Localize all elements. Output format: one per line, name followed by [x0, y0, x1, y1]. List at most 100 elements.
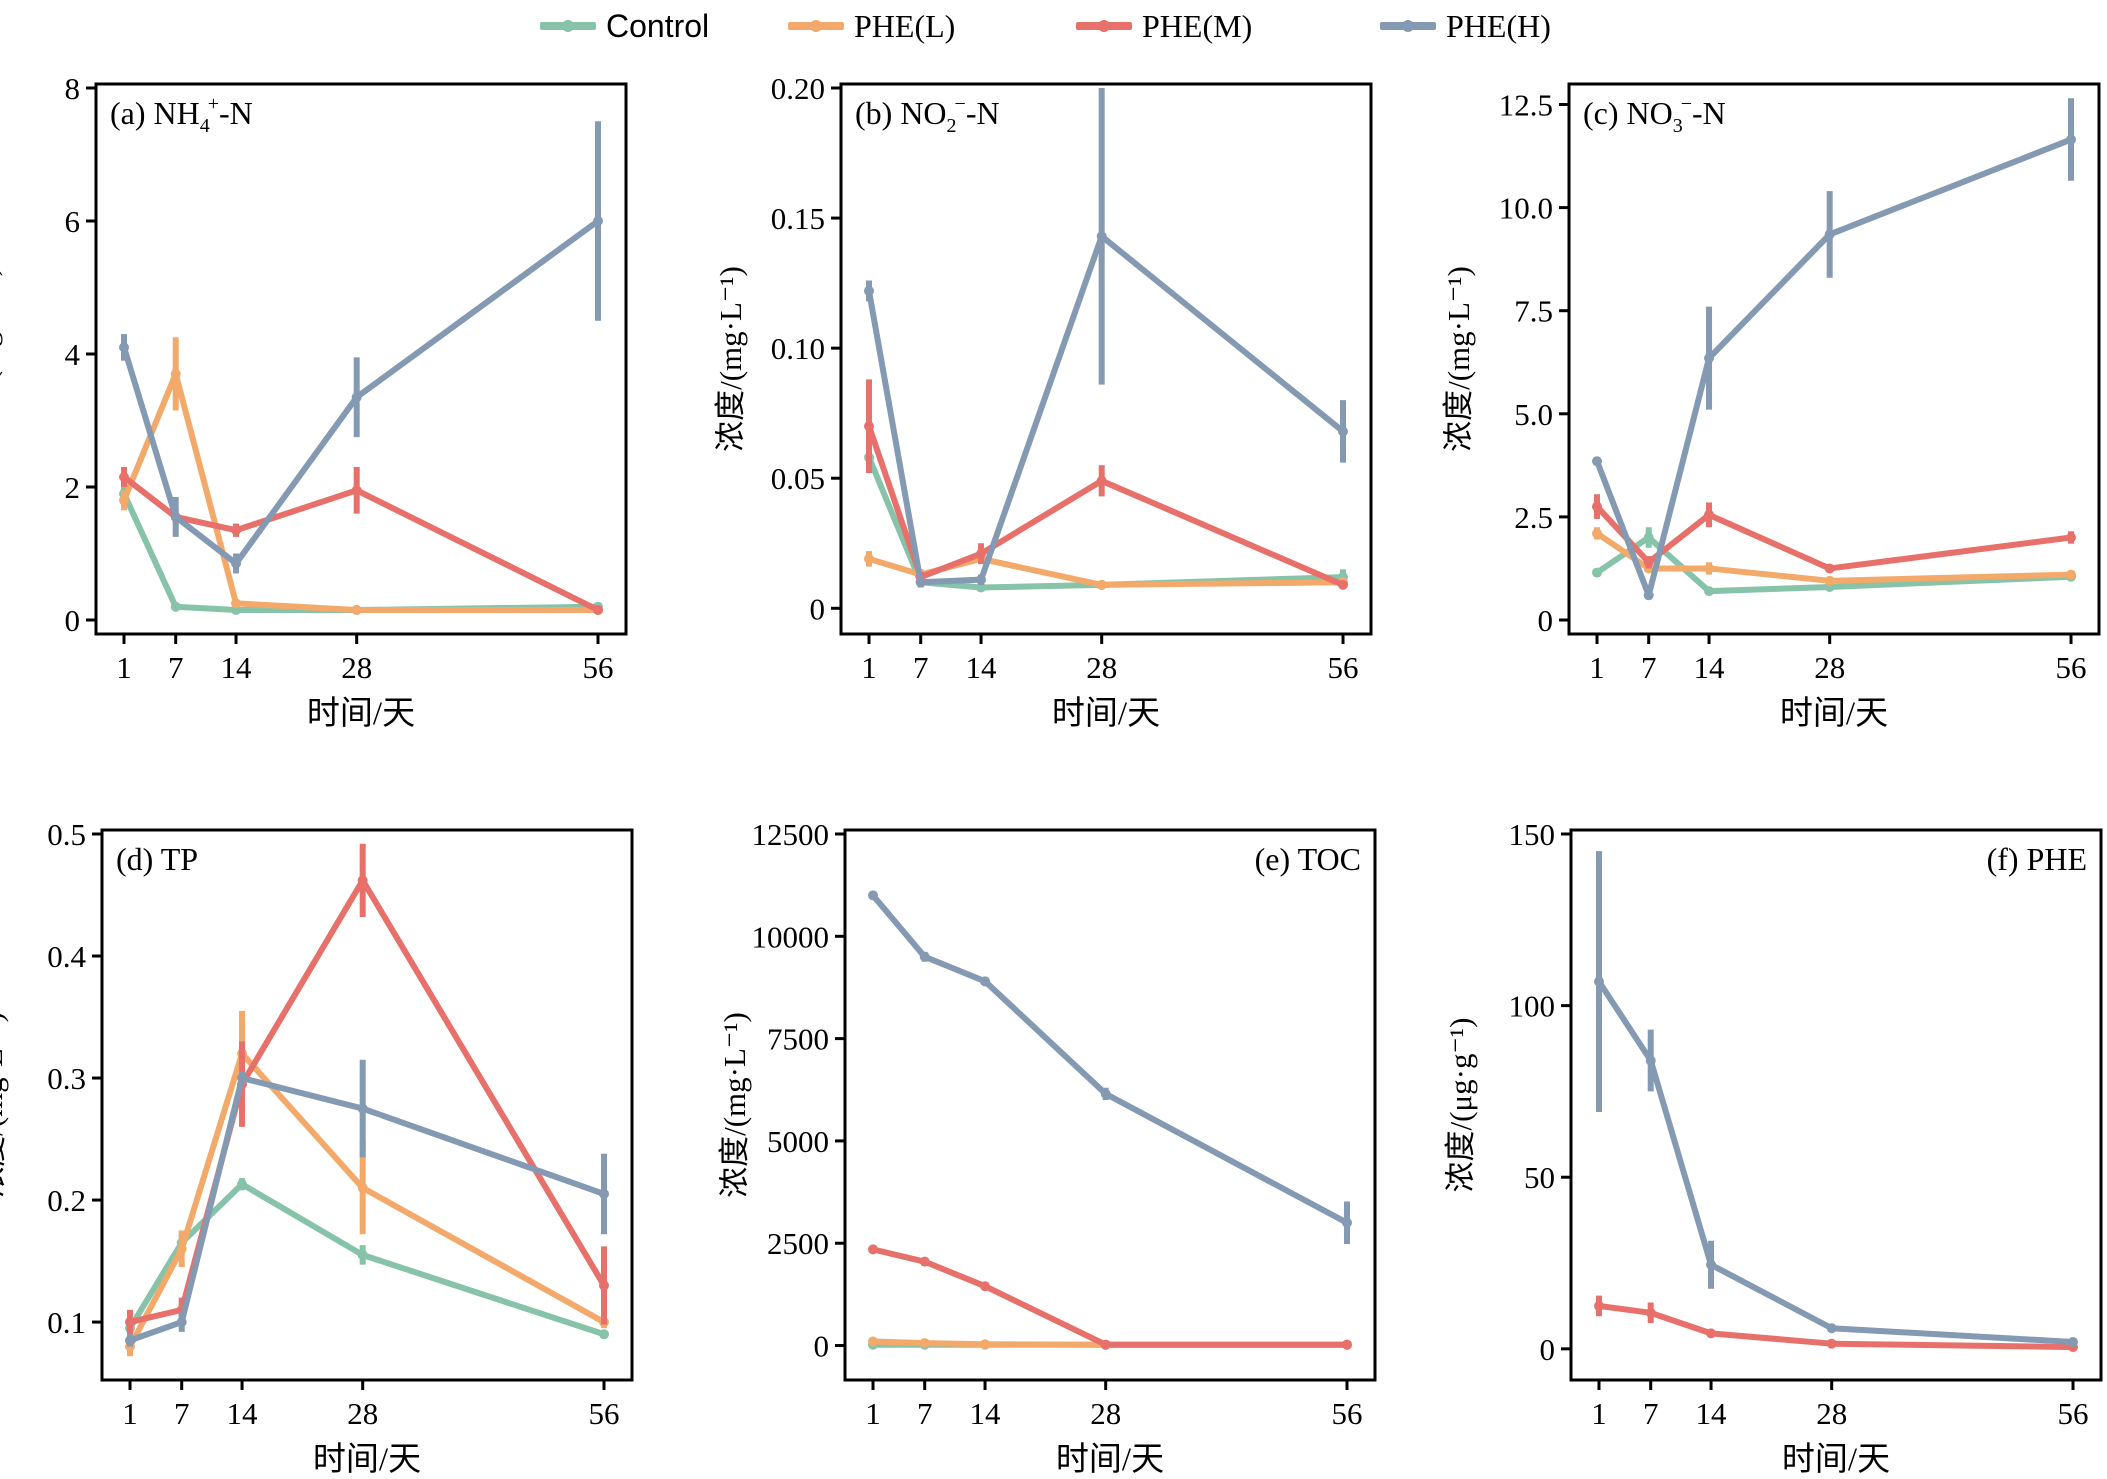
legend-label-phe-l: PHE(L) — [854, 7, 956, 44]
data-point — [2066, 134, 2076, 145]
data-point — [1706, 1328, 1717, 1339]
data-point — [868, 890, 878, 901]
legend-item-phe-l: PHE(L) — [788, 4, 955, 48]
series-phe-m — [119, 467, 603, 616]
x-tick-label: 56 — [2056, 650, 2087, 685]
data-point — [2066, 569, 2076, 580]
data-point — [1643, 532, 1654, 543]
series-line — [870, 893, 1349, 1226]
data-point — [1645, 1307, 1656, 1318]
y-tick-label: 12500 — [752, 817, 830, 852]
legend-dot-phe-l — [810, 20, 822, 32]
y-tick-label: 0 — [814, 1329, 830, 1364]
y-tick-label: 10000 — [752, 919, 830, 954]
y-tick-label: 2500 — [767, 1226, 829, 1261]
x-tick-label: 1 — [865, 1396, 881, 1431]
x-tick-label: 28 — [347, 1396, 378, 1431]
data-point — [1342, 1217, 1352, 1228]
data-point — [1592, 567, 1602, 578]
y-tick-label: 0.4 — [47, 939, 86, 974]
panel-e: 0 2500 5000 7500 10000 12500 1 7 14 28 56 时间/天 浓度/(m… — [717, 817, 1377, 1478]
x-tick-label: 28 — [1816, 1396, 1847, 1431]
series-line — [121, 492, 599, 614]
x-tick-label: 1 — [116, 650, 132, 685]
data-point — [1338, 579, 1348, 590]
x-axis-label: 时间/天 — [1780, 696, 1888, 732]
x-tick-label: 7 — [1643, 1396, 1659, 1431]
x-tick-label: 7 — [174, 1396, 190, 1431]
data-point — [176, 1317, 187, 1328]
data-point — [864, 285, 874, 296]
series-phe-h — [119, 121, 603, 574]
x-tick-label: 56 — [589, 1396, 620, 1431]
y-tick-label: 0.2 — [47, 1183, 86, 1218]
data-point — [864, 553, 874, 564]
y-tick-label: 100 — [1509, 989, 1556, 1024]
x-tick-label: 14 — [1696, 1396, 1728, 1431]
series-line — [128, 1075, 606, 1344]
legend: Control PHE(L) PHE(M) PHE(H) — [0, 0, 2107, 50]
series-phe-h — [1594, 851, 2078, 1347]
y-tick-label: 2.5 — [1514, 500, 1553, 535]
plot-frame — [94, 82, 628, 636]
y-tick-label: 4 — [65, 337, 81, 372]
legend-item-control: Control — [540, 4, 709, 48]
series-line — [1596, 979, 2074, 1345]
y-tick-label: 10.0 — [1499, 191, 1553, 226]
y-tick-label: 50 — [1524, 1160, 1555, 1195]
x-axis-label: 时间/天 — [313, 1442, 421, 1478]
panel-title: (d) TP — [116, 841, 198, 877]
data-point — [1100, 1088, 1111, 1099]
y-tick-label: 7.5 — [1514, 294, 1553, 329]
data-point — [980, 976, 991, 987]
data-point — [1824, 563, 1835, 574]
panel-b: 0 0.05 0.10 0.15 0.20 1 7 14 28 56 时间/天 浓度/(mg·L⁻¹)… — [713, 71, 1373, 732]
data-point — [599, 1329, 609, 1340]
series-phe-h — [1592, 98, 2076, 601]
data-point — [1704, 563, 1715, 574]
y-axis-label: 浓度/(mg·L⁻¹) — [0, 1012, 9, 1198]
x-axis-label: 时间/天 — [1052, 696, 1160, 732]
data-point — [170, 368, 181, 379]
panel-title: (a) NH4+-N — [110, 93, 253, 137]
series-phe-h — [125, 1059, 609, 1347]
y-tick-label: 0.15 — [771, 201, 825, 236]
data-point — [868, 1244, 878, 1255]
x-tick-label: 56 — [2058, 1396, 2089, 1431]
series-line — [122, 474, 600, 613]
data-point — [976, 548, 987, 559]
data-point — [976, 574, 987, 585]
data-point — [1592, 528, 1602, 539]
y-tick-label: 12.5 — [1499, 87, 1553, 122]
data-point — [1594, 1300, 1604, 1311]
data-point — [351, 485, 362, 496]
data-point — [1592, 456, 1602, 467]
data-point — [119, 495, 129, 506]
legend-swatch-phe-l — [788, 20, 844, 32]
data-point — [1645, 1055, 1656, 1066]
y-tick-label: 0 — [65, 603, 81, 638]
data-point — [170, 511, 181, 522]
x-tick-label: 7 — [917, 1396, 933, 1431]
data-point — [1704, 353, 1715, 364]
data-point — [1096, 579, 1107, 590]
series-phe-h — [868, 890, 1352, 1245]
data-point — [864, 421, 874, 432]
y-tick-label: 5000 — [767, 1124, 829, 1159]
y-tick-label: 0.1 — [47, 1305, 86, 1340]
series-line — [872, 1246, 1347, 1348]
plot-frame — [839, 82, 1373, 636]
y-tick-label: 0.05 — [771, 461, 825, 496]
data-point — [599, 1188, 609, 1199]
x-axis-label: 时间/天 — [307, 696, 415, 732]
series-phe-m — [868, 1244, 1352, 1350]
legend-item-phe-h: PHE(H) — [1380, 4, 1551, 48]
legend-label-control: Control — [606, 7, 710, 44]
data-point — [119, 342, 129, 353]
plot-frame — [100, 828, 634, 1382]
data-point — [125, 1335, 135, 1346]
x-tick-label: 14 — [221, 650, 253, 685]
series-line — [127, 1181, 605, 1338]
